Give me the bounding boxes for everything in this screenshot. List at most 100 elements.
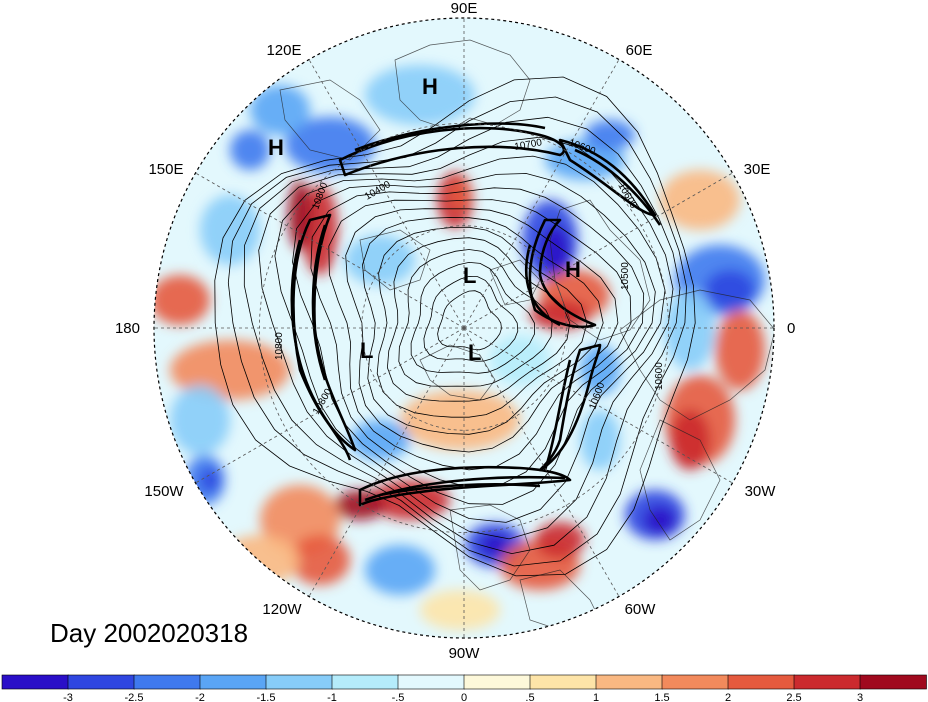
colorbar-tick-label: 0	[461, 692, 467, 702]
longitude-label: 90W	[449, 645, 481, 662]
contour-line	[292, 173, 656, 505]
longitude-label: 30E	[744, 161, 771, 178]
colorbar-tick-label: 1.5	[654, 692, 669, 702]
contour-label: 10600	[654, 362, 665, 390]
high-pressure-label: H	[565, 257, 581, 282]
contour-label: 10800	[274, 332, 285, 360]
longitude-label: 150E	[148, 161, 183, 178]
longitude-label: 60W	[625, 601, 657, 618]
colorbar: -3 -2.5 -2 -1.5 -1 -.5 0 .5 1 1.5 2 2.5 3	[1, 674, 927, 702]
anomaly-region	[450, 180, 470, 210]
contour-line	[398, 249, 553, 387]
meridian-line	[195, 172, 465, 329]
longitude-label: 150W	[144, 483, 184, 500]
anomaly-region	[285, 117, 375, 173]
contour-line	[227, 96, 687, 567]
jet-stream-contours	[290, 122, 662, 507]
meridian-line	[463, 59, 620, 329]
colorbar-swatch	[793, 674, 861, 690]
colorbar-tick-label: -1	[327, 692, 337, 702]
colorbar-tick-label: -.5	[392, 692, 405, 702]
meridian-line	[463, 172, 733, 329]
anomaly-region	[365, 545, 435, 595]
colorbar-tick-label: -1.5	[257, 692, 276, 702]
anomaly-region	[400, 390, 520, 450]
lat-lon-grid	[154, 18, 774, 638]
high-pressure-label: H	[268, 135, 284, 160]
colorbar-swatch	[133, 674, 201, 690]
map-boundary	[153, 17, 775, 639]
anomaly-region	[715, 310, 765, 390]
contour-label: 10700	[514, 137, 544, 153]
colorbar-tick-label: -2	[195, 692, 205, 702]
meridian-line	[463, 327, 733, 484]
contour-line	[310, 187, 645, 488]
anomaly-region	[644, 506, 676, 534]
meridian-line	[195, 327, 465, 484]
longitude-label: 0	[787, 320, 795, 337]
anomaly-region	[350, 420, 410, 460]
anomaly-region	[200, 468, 220, 492]
colorbar-tick-label: 2.5	[786, 692, 801, 702]
contour-line	[214, 76, 696, 577]
anomaly-region	[585, 120, 635, 150]
low-pressure-label: L	[463, 263, 476, 288]
anomaly-region	[345, 235, 415, 285]
colorbar-swatch	[595, 674, 663, 690]
contour-label: 10500	[620, 262, 631, 290]
colorbar-tick-label: 2	[725, 692, 731, 702]
colorbar-swatch	[265, 674, 333, 690]
anomaly-region	[420, 590, 500, 630]
anomaly-region	[660, 170, 740, 230]
longitude-label: 30W	[745, 483, 777, 500]
colorbar-swatch	[859, 674, 927, 690]
colorbar-tick-label: -2.5	[125, 692, 144, 702]
anomaly-region	[154, 275, 210, 325]
contour-line	[362, 217, 604, 435]
colorbar-swatch	[331, 674, 399, 690]
anomaly-region	[705, 270, 755, 310]
contour-line	[376, 226, 588, 418]
anomaly-region	[580, 410, 620, 470]
contour-line	[243, 116, 681, 555]
longitude-label: 120W	[262, 601, 302, 618]
contour-line	[423, 275, 519, 362]
colorbar-swatch	[397, 674, 465, 690]
high-pressure-label: H	[422, 74, 438, 99]
longitude-label: 120E	[266, 42, 301, 59]
anomaly-region	[250, 85, 310, 135]
anomaly-region	[670, 410, 710, 470]
colorbar-swatch	[661, 674, 729, 690]
colorbar-swatch	[1, 674, 69, 690]
longitude-label: 90E	[451, 0, 478, 17]
anomaly-region	[200, 195, 260, 265]
colorbar-tick-label: 3	[857, 692, 863, 702]
colorbar-tick-label: -3	[63, 692, 73, 702]
anomaly-region	[220, 535, 300, 585]
longitude-label: 60E	[626, 42, 653, 59]
anomaly-region	[170, 385, 230, 455]
colorbar-swatch	[199, 674, 267, 690]
anomaly-region	[490, 335, 550, 385]
colorbar-tick-label: .5	[525, 692, 534, 702]
geopotential-contours	[214, 76, 696, 577]
anomaly-region	[290, 535, 350, 585]
anomaly-region	[665, 290, 715, 370]
colorbar-swatch	[529, 674, 597, 690]
meridian-line	[308, 327, 465, 597]
anomaly-region	[230, 130, 270, 170]
anomaly-region	[365, 65, 475, 125]
anomaly-region	[288, 180, 312, 250]
colorbar-tick-label: 1	[593, 692, 599, 702]
colorbar-swatch	[463, 674, 531, 690]
colorbar-swatch	[67, 674, 135, 690]
contour-line	[386, 237, 571, 402]
meridian-line	[463, 327, 620, 597]
low-pressure-label: L	[360, 338, 373, 363]
day-label: Day 2002020318	[50, 618, 249, 648]
contour-line	[410, 261, 535, 374]
longitude-label: 180	[115, 320, 140, 337]
contour-line	[258, 136, 674, 540]
colorbar-swatch	[727, 674, 795, 690]
